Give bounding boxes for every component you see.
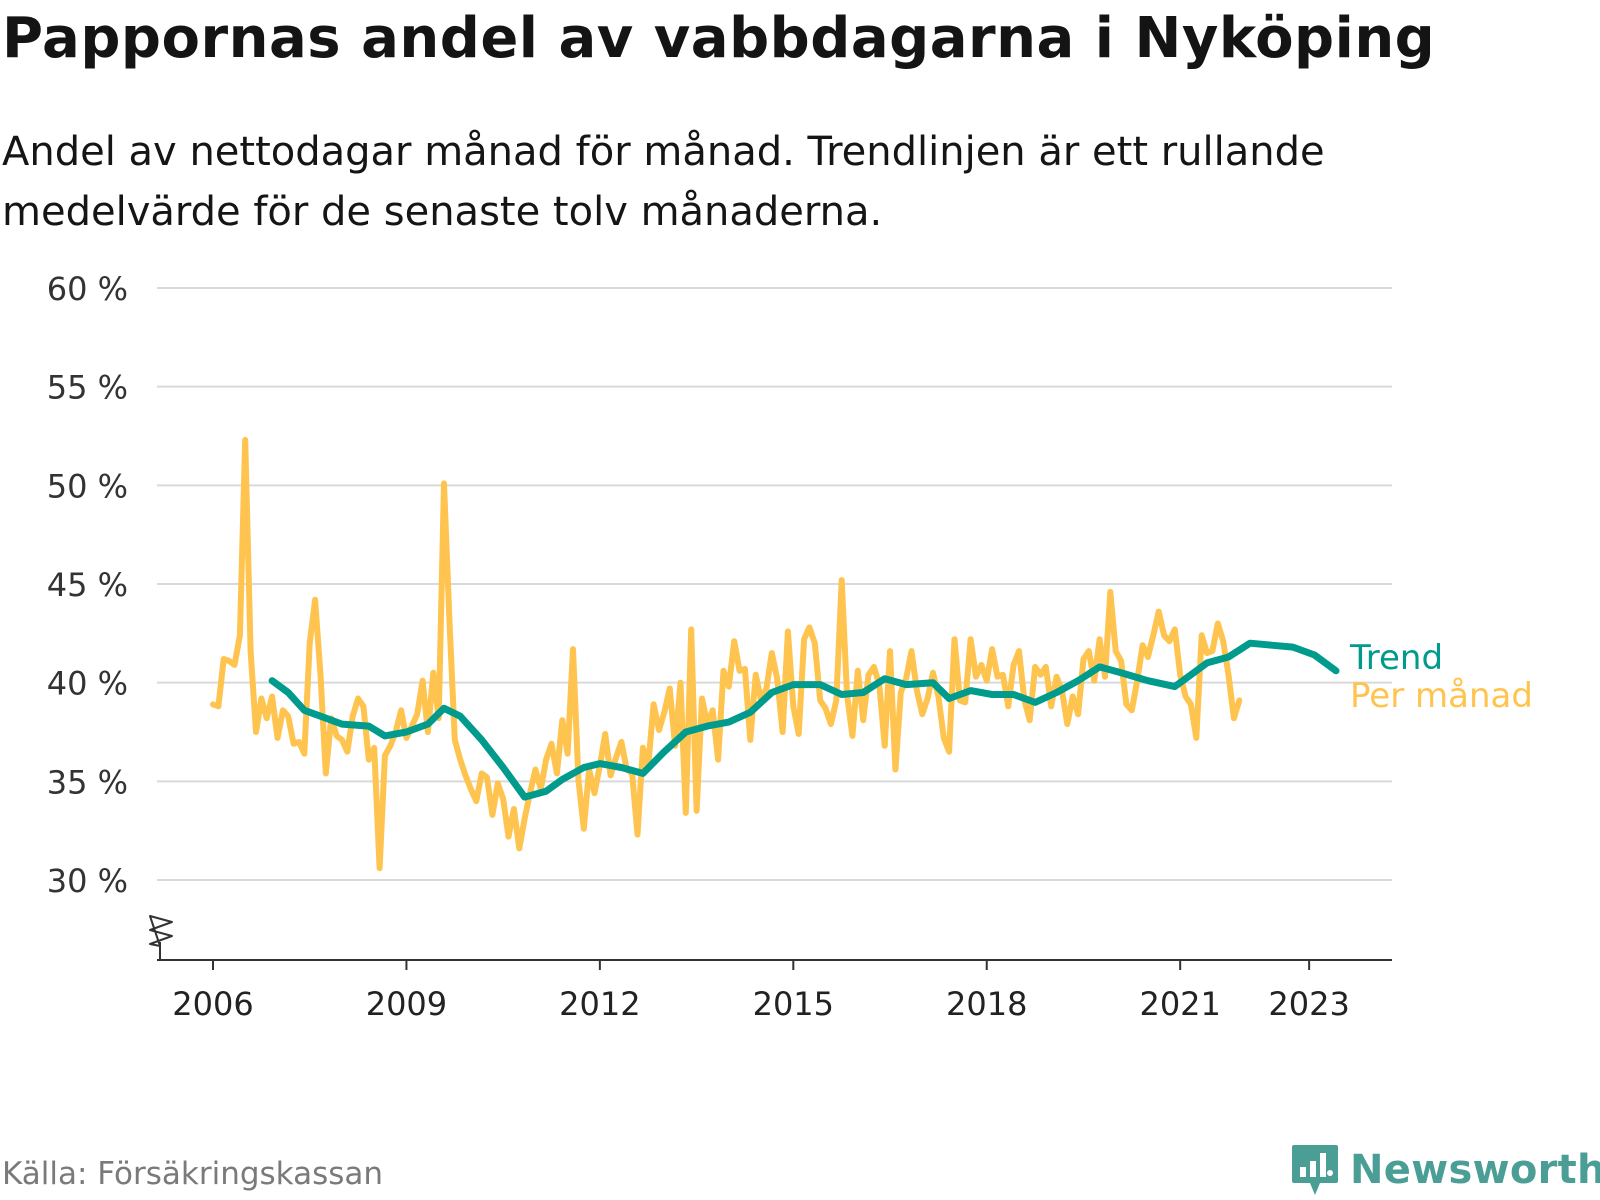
x-tick-label: 2015 [753, 985, 834, 1023]
legend-label-trend: Trend [1349, 638, 1443, 678]
y-tick-label: 50 % [47, 467, 128, 505]
x-tick-label: 2006 [172, 985, 253, 1023]
x-tick-label: 2021 [1139, 985, 1220, 1023]
grid-lines [157, 287, 1392, 881]
x-tick-label: 2018 [946, 985, 1027, 1023]
y-tick-label: 55 % [47, 369, 128, 407]
y-tick-label: 30 % [47, 862, 128, 900]
y-axis-break-icon [149, 915, 173, 960]
line-chart: 60 % 55 % 50 % 45 % 40 % 35 % 30 % 2006 2009 201… [47, 270, 1533, 1023]
x-tick-label: 2023 [1268, 985, 1349, 1023]
series [210, 436, 1340, 872]
chart-subtitle: Andel av nettodagar månad för månad. Tre… [2, 129, 1325, 235]
series-line-trend [268, 639, 1340, 801]
source-note: Källa: Försäkringskassan [2, 1156, 384, 1192]
newsworthy-chart-bubble-icon [1292, 1145, 1338, 1195]
y-tick-label: 40 % [47, 665, 128, 703]
y-tick-label: 35 % [47, 763, 128, 801]
series-line-per-manad [210, 436, 1243, 872]
legend-label-per-manad: Per månad [1350, 676, 1533, 716]
y-tick-label: 45 % [47, 566, 128, 604]
x-tick-label: 2009 [366, 985, 447, 1023]
brand-logo[interactable]: Newsworthy [1290, 1140, 1600, 1200]
brand-name: Newsworthy [1350, 1147, 1600, 1193]
x-tick-labels: 2006 2009 2012 2015 2018 2021 2023 [172, 960, 1350, 1023]
x-tick-label: 2012 [559, 985, 640, 1023]
chart-title: Pappornas andel av vabbdagarna i Nyköpin… [2, 6, 1436, 71]
axes [149, 915, 1392, 961]
y-tick-label: 60 % [47, 270, 128, 308]
y-tick-labels: 60 % 55 % 50 % 45 % 40 % 35 % 30 % [47, 270, 128, 900]
